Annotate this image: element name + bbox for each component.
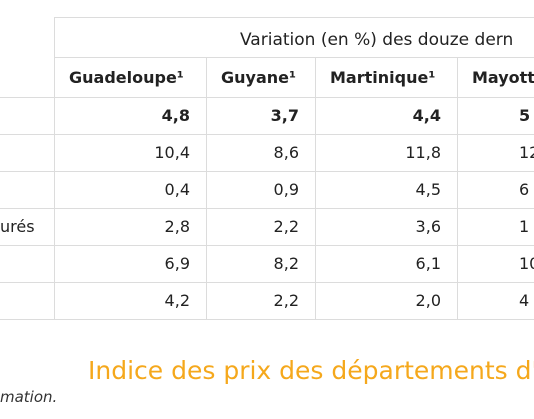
grid-line (457, 57, 458, 319)
cell: 10,4 (154, 143, 190, 162)
header-group: Variation (en %) des douze dern (240, 30, 514, 50)
cell: 4,5 (415, 180, 441, 199)
cell: 8,2 (273, 254, 299, 273)
grid-line (206, 57, 207, 319)
grid-line (0, 319, 534, 320)
grid-line (0, 282, 534, 283)
cell: 2,2 (273, 217, 299, 236)
note: mation. (0, 388, 58, 406)
cell: 2,8 (164, 217, 190, 236)
cell: 11,8 (405, 143, 441, 162)
cell: 4 (519, 291, 530, 310)
column-header: Guyane¹ (221, 68, 296, 87)
cell: 2,0 (415, 291, 441, 310)
grid-line (54, 17, 55, 319)
cell: 10 (519, 254, 534, 273)
column-header: Guadeloupe¹ (69, 68, 184, 87)
cell: 1 (519, 217, 530, 236)
caption: Indice des prix des départements d' (88, 356, 534, 385)
row-label: urés (0, 217, 35, 236)
cell: 3,6 (415, 217, 441, 236)
grid-line (0, 171, 534, 172)
column-header: Mayott (472, 68, 534, 87)
cell: 0,9 (273, 180, 299, 199)
cell: 0,4 (164, 180, 190, 199)
cell: 4,4 (412, 106, 441, 125)
cell: 12 (519, 143, 534, 162)
grid-line (315, 57, 316, 319)
cell: 2,2 (273, 291, 299, 310)
grid-line (0, 245, 534, 246)
cell: 6 (519, 180, 530, 199)
cell: 3,7 (270, 106, 299, 125)
grid-line (0, 208, 534, 209)
grid-line (54, 17, 534, 18)
grid-line (0, 134, 534, 135)
cell: 8,6 (273, 143, 299, 162)
cell: 4,8 (161, 106, 190, 125)
cell: 4,2 (164, 291, 190, 310)
grid-line (54, 57, 534, 58)
column-header: Martinique¹ (330, 68, 436, 87)
cell: 5 (519, 106, 531, 125)
cell: 6,9 (164, 254, 190, 273)
grid-line (0, 97, 534, 98)
cell: 6,1 (415, 254, 441, 273)
